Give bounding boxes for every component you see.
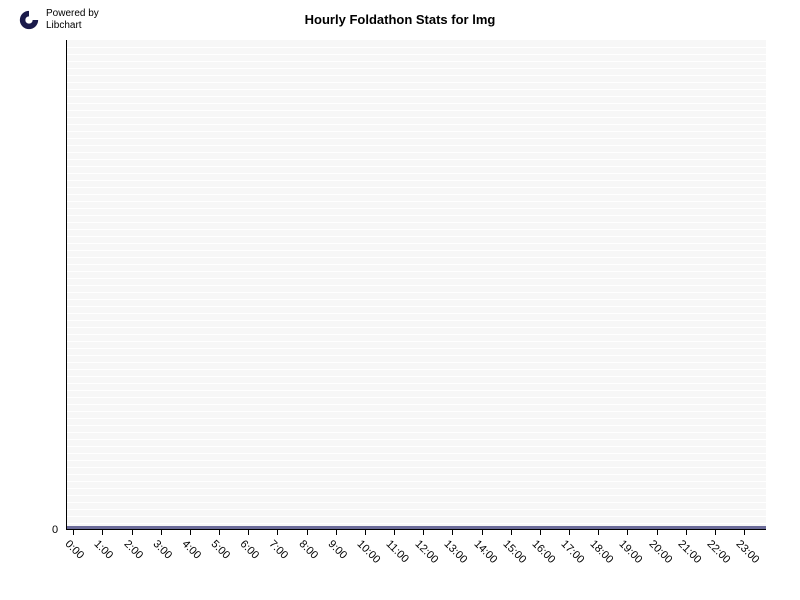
logo-area: Powered by Libchart (18, 8, 99, 32)
x-tick (657, 530, 658, 535)
libchart-label: Libchart (46, 20, 99, 32)
x-tick-label: 11:00 (384, 538, 411, 565)
x-tick-label: 15:00 (500, 538, 528, 566)
x-tick (336, 530, 337, 535)
x-tick-label: 2:00 (121, 538, 145, 562)
x-tick (452, 530, 453, 535)
x-tick-label: 12:00 (413, 538, 441, 566)
x-tick-label: 3:00 (150, 538, 174, 562)
x-tick (132, 530, 133, 535)
x-tick (73, 530, 74, 535)
chart-baseline-band (67, 526, 766, 529)
x-tick-label: 17:00 (559, 538, 587, 566)
x-tick (569, 530, 570, 535)
x-tick (307, 530, 308, 535)
x-tick-label: 23:00 (734, 538, 762, 566)
chart-title: Hourly Foldathon Stats for lmg (305, 12, 496, 27)
x-tick-label: 21:00 (675, 538, 703, 566)
x-tick (482, 530, 483, 535)
x-tick-label: 18:00 (588, 538, 616, 566)
x-tick-label: 16:00 (529, 538, 557, 566)
x-tick-label: 7:00 (267, 538, 291, 562)
x-tick (744, 530, 745, 535)
chart-plot-area (66, 40, 766, 530)
x-tick-label: 14:00 (471, 538, 499, 566)
x-tick-label: 22:00 (704, 538, 732, 566)
x-tick-label: 0:00 (63, 538, 87, 562)
x-tick-label: 19:00 (617, 538, 645, 566)
x-tick (598, 530, 599, 535)
x-tick-label: 6:00 (238, 538, 262, 562)
x-tick (190, 530, 191, 535)
y-tick-label: 0 (52, 524, 58, 536)
x-tick (686, 530, 687, 535)
x-tick (102, 530, 103, 535)
x-tick (277, 530, 278, 535)
x-tick (394, 530, 395, 535)
x-tick-label: 8:00 (296, 538, 320, 562)
x-tick (540, 530, 541, 535)
x-tick-label: 4:00 (179, 538, 203, 562)
x-tick (423, 530, 424, 535)
x-tick (715, 530, 716, 535)
x-tick (627, 530, 628, 535)
x-tick-label: 9:00 (325, 538, 349, 562)
x-tick (365, 530, 366, 535)
x-tick-label: 10:00 (354, 538, 382, 566)
x-tick-label: 5:00 (209, 538, 233, 562)
libchart-logo-icon (18, 9, 40, 31)
logo-text: Powered by Libchart (46, 8, 99, 32)
x-tick-label: 20:00 (646, 538, 674, 566)
x-tick (161, 530, 162, 535)
chart-gridlines (67, 40, 766, 529)
x-tick-label: 13:00 (442, 538, 470, 566)
x-tick (248, 530, 249, 535)
x-tick-label: 1:00 (92, 538, 116, 562)
x-tick (219, 530, 220, 535)
powered-by-label: Powered by (46, 8, 99, 20)
x-tick (511, 530, 512, 535)
